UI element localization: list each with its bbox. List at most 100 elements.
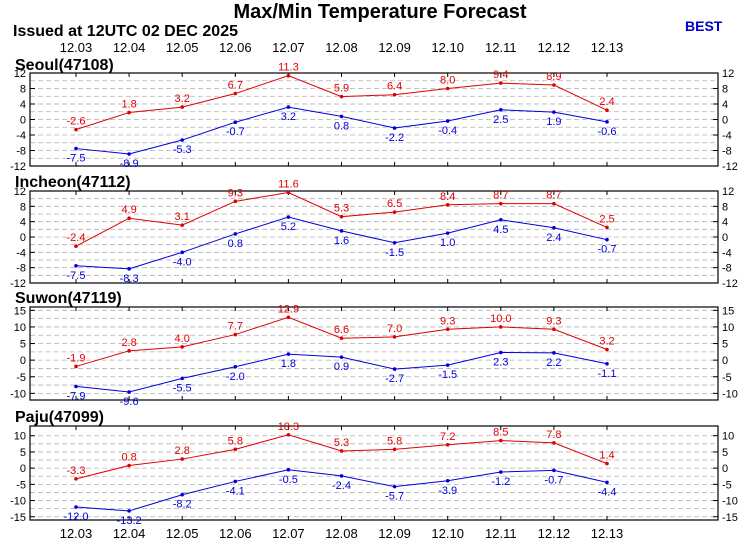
max-temp-point [499, 325, 503, 329]
max-temp-label: 5.8 [228, 435, 243, 447]
min-temp-point [392, 484, 397, 489]
max-temp-label: 10.3 [278, 421, 299, 433]
min-temp-label: 2.5 [493, 114, 508, 126]
y-tick-label-right: 5 [722, 339, 728, 351]
bottom-date-label: 12.08 [325, 526, 358, 540]
bottom-date-label: 12.06 [219, 526, 252, 540]
min-temp-point [127, 267, 131, 271]
min-temp-point [605, 480, 609, 485]
bottom-date-label: 12.10 [431, 526, 464, 540]
y-tick-label-left: -12 [10, 278, 26, 290]
max-temp-point [392, 447, 397, 452]
min-temp-label: 0.9 [334, 361, 349, 373]
y-tick-label-left: -10 [10, 496, 26, 508]
max-temp-point [339, 94, 344, 99]
max-temp-label: 7.0 [387, 323, 402, 335]
max-temp-point [180, 105, 184, 109]
max-temp-point [74, 127, 78, 132]
y-tick-label-left: -4 [16, 247, 26, 259]
max-temp-point [445, 327, 450, 332]
bottom-date-axis: 12.03 12.04 12.05 12.06 12.07 12.08 12.09 12.10… [60, 526, 624, 540]
max-temp-label: 4.0 [175, 333, 190, 345]
y-tick-label-right: -5 [722, 372, 732, 384]
max-temp-point [233, 447, 238, 452]
y-tick-label-right: 5 [722, 447, 728, 459]
y-tick-label-left: 15 [14, 305, 26, 317]
y-tick-label-right: -8 [722, 263, 732, 275]
bottom-date-label: 12.05 [166, 526, 199, 540]
min-temp-point [286, 467, 291, 472]
min-temp-label: -1.5 [438, 369, 457, 381]
max-temp-point [605, 347, 609, 352]
min-temp-label: -3.9 [438, 485, 457, 497]
top-date-axis: 12.03 12.04 12.05 12.06 12.07 12.08 12.09 12.10… [60, 40, 624, 55]
min-temp-label: 1.0 [440, 237, 455, 249]
min-temp-label: 2.3 [493, 357, 508, 369]
max-temp-point [339, 336, 344, 341]
min-temp-point [499, 108, 503, 112]
top-date-label: 12.05 [166, 40, 199, 55]
chart-title: Max/Min Temperature Forecast [233, 1, 526, 23]
bottom-date-label: 12.09 [378, 526, 411, 540]
y-tick-label-left: 5 [20, 447, 26, 459]
y-tick-label-left: -8 [16, 263, 26, 275]
min-temp-point [127, 152, 131, 156]
max-temp-label: 10.0 [490, 313, 511, 325]
model-badge: BEST [685, 18, 723, 34]
y-tick-label-right: -5 [722, 479, 732, 491]
max-temp-point [445, 443, 450, 447]
max-temp-point [552, 327, 556, 332]
min-temp-label: -0.7 [598, 244, 617, 256]
min-temp-point [74, 146, 78, 151]
top-date-label: 12.08 [325, 40, 358, 55]
min-temp-label: -7.5 [67, 270, 86, 282]
max-temp-label: 8.4 [440, 191, 455, 203]
max-temp-label: 9.3 [440, 315, 455, 327]
max-temp-point [127, 349, 131, 353]
min-temp-point [180, 376, 184, 381]
top-date-label: 12.03 [60, 40, 93, 55]
station-panel: Incheon(47112) -12 -12 -8 -8 -4 -4 0 0 4 4 8 8 12 12 -2… [10, 174, 738, 290]
min-temp-label: -7.9 [67, 390, 86, 402]
max-temp-point [74, 364, 78, 369]
min-temp-point [233, 364, 238, 369]
min-temp-label: -5.3 [173, 144, 192, 156]
min-temp-point [74, 263, 78, 268]
max-temp-point [233, 91, 238, 96]
max-temp-point [127, 216, 131, 221]
station-panels: Seoul(47108) -12 -12 -8 -8 -4 -4 0 0 4 4 8 8 12 12 -2.6… [10, 57, 738, 527]
y-tick-label-right: -15 [722, 512, 738, 524]
y-tick-label-right: -12 [722, 161, 738, 173]
max-temp-label: 4.9 [121, 204, 136, 216]
max-temp-point [286, 432, 291, 437]
max-temp-point [339, 214, 344, 219]
plot-frame [29, 425, 719, 521]
max-temp-point [339, 449, 344, 453]
y-tick-label-right: 8 [722, 84, 728, 96]
y-tick-label-left: 0 [20, 232, 26, 244]
max-temp-label: 8.7 [546, 190, 561, 202]
min-temp-point [233, 479, 238, 484]
max-temp-label: 1.8 [121, 99, 136, 111]
max-temp-label: -1.9 [67, 352, 86, 364]
y-tick-label-left: 10 [14, 431, 26, 443]
min-temp-point [445, 363, 450, 367]
bottom-date-label: 12.11 [485, 526, 517, 540]
top-date-label: 12.10 [431, 40, 464, 55]
min-temp-point [286, 215, 291, 219]
min-temp-label: -1.5 [385, 247, 404, 259]
max-temp-label: 9.3 [546, 315, 561, 327]
min-temp-label: -8.9 [120, 158, 139, 170]
y-tick-label-right: 4 [722, 99, 728, 111]
min-temp-label: -1.1 [598, 368, 617, 380]
max-temp-label: 5.3 [334, 203, 349, 215]
y-tick-label-right: 15 [722, 305, 734, 317]
station-title: Seoul(47108) [15, 57, 114, 74]
y-tick-label-left: -15 [10, 512, 26, 524]
max-temp-point [392, 335, 397, 339]
issued-time: Issued at 12UTC 02 DEC 2025 [13, 23, 238, 40]
max-temp-label: 11.3 [278, 62, 299, 74]
y-tick-label-right: -8 [722, 146, 732, 158]
min-temp-label: 2.4 [546, 232, 561, 244]
max-temp-label: -2.4 [67, 232, 86, 244]
